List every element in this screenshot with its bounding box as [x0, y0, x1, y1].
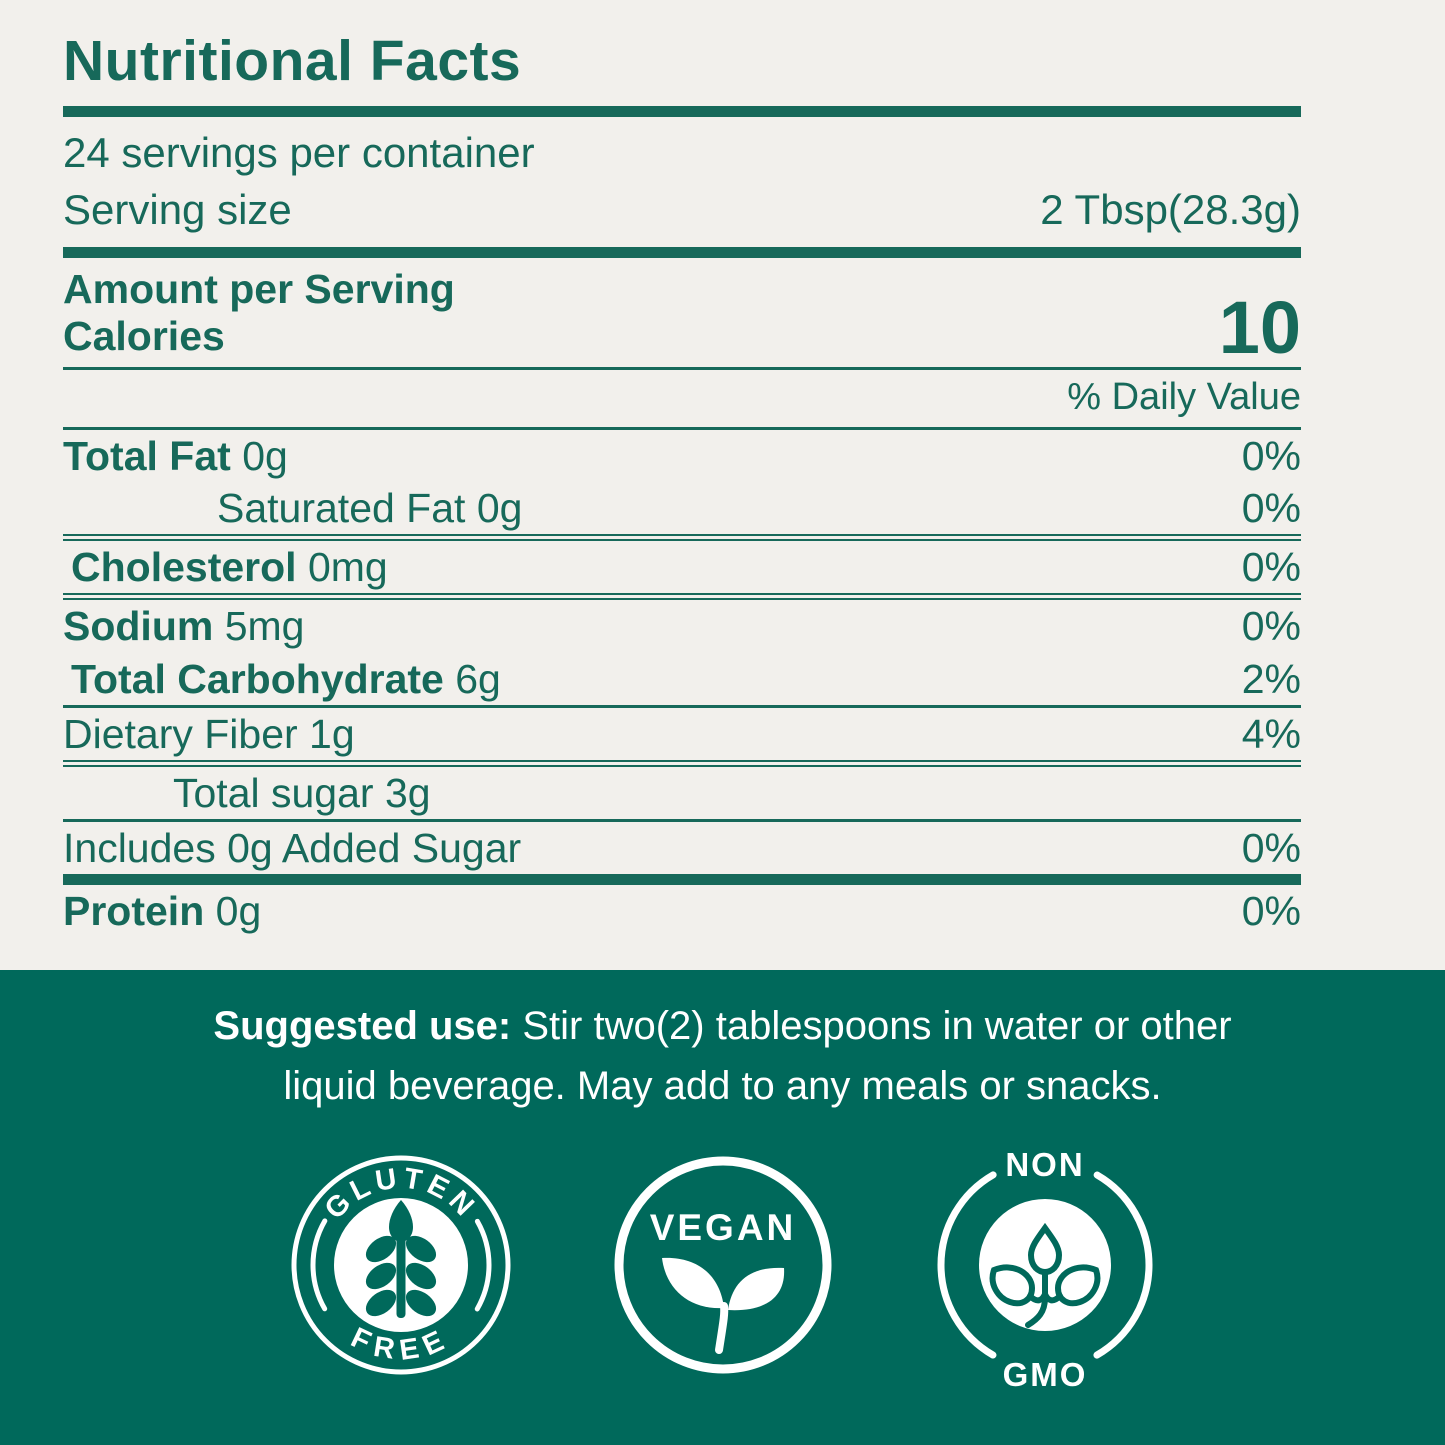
vegan-icon: VEGAN — [614, 1156, 831, 1374]
divider-thin — [63, 426, 1301, 430]
gluten-free-icon: GLUTEN FREE — [291, 1155, 510, 1375]
serving-size-value: 2 Tbsp(28.3g) — [1040, 186, 1301, 234]
plant-icon — [989, 1222, 1100, 1328]
nutrient-percent: 2% — [1241, 655, 1301, 702]
serving-size-row: Serving size 2 Tbsp(28.3g) — [63, 184, 1301, 235]
nutrient-percent: 0% — [1241, 485, 1301, 532]
suggested-use-label: Suggested use: — [213, 1004, 512, 1048]
calories-label: Calories — [63, 312, 225, 359]
suggested-use-text: Suggested use: Stir two(2) tablespoons i… — [0, 996, 1445, 1116]
gluten-free-badge: GLUTEN FREE — [286, 1150, 516, 1380]
sprout-icon — [661, 1257, 784, 1354]
nutrient-label: Total sugar 3g — [173, 769, 431, 816]
green-footer: Suggested use: Stir two(2) tablespoons i… — [0, 970, 1445, 1445]
nutrient-percent: 4% — [1241, 710, 1301, 757]
calories-row: Amount per Serving Calories 10 — [63, 266, 1301, 370]
nutrient-row: Sodium 5mg 0% — [63, 600, 1301, 652]
vegan-badge-text: VEGAN — [649, 1207, 796, 1248]
servings-per-container: 24 servings per container — [63, 128, 535, 176]
divider-thick-top — [63, 105, 1301, 117]
non-gmo-bottom-text: GMO — [1002, 1356, 1087, 1390]
suggested-use-line2: liquid beverage. May add to any meals or… — [283, 1064, 1162, 1108]
nutrient-rows: Total Fat 0g 0% Saturated Fat 0g 0% Choleste… — [63, 430, 1301, 937]
nutrient-percent: 0% — [1241, 544, 1301, 591]
suggested-use-line1: Stir two(2) tablespoons in water or othe… — [511, 1004, 1232, 1048]
nutrient-row: Cholesterol 0mg 0% — [63, 541, 1301, 601]
nutrient-row: Saturated Fat 0g 0% — [63, 482, 1301, 542]
certification-badges: GLUTEN FREE VEGAN — [0, 1140, 1445, 1393]
nutrient-label: Cholesterol 0mg — [71, 544, 388, 591]
non-gmo-badge: NON GMO — [930, 1140, 1160, 1393]
serving-size-label: Serving size — [63, 186, 292, 234]
nutrient-percent: 0% — [1241, 888, 1301, 935]
nutrient-row: Includes 0g Added Sugar 0% — [63, 822, 1301, 886]
wheat-icon — [365, 1200, 436, 1318]
daily-value-header: % Daily Value — [1067, 375, 1301, 418]
non-gmo-top-text: NON — [1005, 1146, 1084, 1183]
nutrient-row: Total Fat 0g 0% — [63, 430, 1301, 482]
divider-thin — [63, 366, 1301, 370]
nutrient-percent: 0% — [1241, 824, 1301, 871]
page-title: Nutritional Facts — [63, 29, 522, 93]
amount-per-serving-block: Amount per Serving Calories — [63, 266, 455, 359]
nutrient-row: Protein 0g 0% — [63, 885, 1301, 937]
nutrient-label: Total Fat 0g — [63, 432, 288, 479]
nutrient-percent: 0% — [1241, 432, 1301, 479]
nutrient-label: Saturated Fat 0g — [217, 485, 523, 532]
non-gmo-icon: NON GMO — [937, 1146, 1152, 1393]
nutrient-label: Dietary Fiber 1g — [63, 710, 355, 757]
nutrient-label: Sodium 5mg — [63, 603, 305, 650]
vegan-badge: VEGAN — [608, 1150, 838, 1380]
divider-thick-middle — [63, 247, 1301, 259]
nutrient-label: Protein 0g — [63, 888, 262, 935]
nutrient-label: Includes 0g Added Sugar — [63, 824, 522, 871]
nutrient-row: Total Carbohydrate 6g 2% — [63, 653, 1301, 708]
nutrient-row: Dietary Fiber 1g 4% — [63, 708, 1301, 767]
calories-value: 10 — [1218, 286, 1301, 370]
nutrient-label: Total Carbohydrate 6g — [71, 655, 501, 702]
nutrient-percent: 0% — [1241, 603, 1301, 650]
nutrition-facts-panel: Nutritional Facts 24 servings per contai… — [63, 29, 1301, 937]
nutrient-row: Total sugar 3g — [63, 767, 1301, 822]
amount-per-serving-label: Amount per Serving — [63, 266, 455, 313]
